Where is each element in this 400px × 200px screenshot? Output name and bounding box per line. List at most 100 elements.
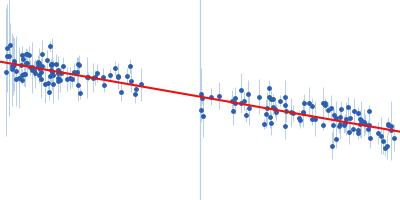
Point [26,53,32,56]
Point [342,121,349,124]
Point [55,76,62,79]
Point [85,75,92,78]
Point [366,124,372,127]
Point [49,62,56,65]
Point [358,118,364,121]
Point [45,82,51,85]
Point [388,129,395,132]
Point [238,88,244,92]
Point [350,109,357,112]
Point [282,95,288,98]
Point [48,63,54,66]
Point [198,109,204,112]
Point [282,125,289,128]
Point [216,94,222,97]
Point [245,92,251,95]
Point [238,101,244,104]
Point [23,53,29,56]
Point [66,76,73,80]
Point [10,65,16,68]
Point [36,74,42,77]
Point [73,70,80,73]
Point [382,147,388,150]
Point [64,78,70,81]
Point [38,71,44,74]
Point [308,117,315,120]
Point [11,63,17,66]
Point [35,60,41,63]
Point [92,76,99,79]
Point [55,71,62,74]
Point [337,122,343,126]
Point [69,77,75,80]
Point [320,123,326,127]
Point [331,113,337,116]
Point [246,106,252,109]
Point [71,71,78,74]
Point [21,72,27,76]
Point [263,112,269,115]
Point [127,65,133,68]
Point [300,111,306,114]
Point [330,124,336,127]
Point [378,134,384,137]
Point [341,123,347,126]
Point [338,107,344,110]
Point [36,62,42,65]
Point [75,63,82,67]
Point [346,130,352,133]
Point [199,97,205,100]
Point [27,66,34,69]
Point [388,124,394,127]
Point [375,131,382,134]
Point [264,107,270,110]
Point [31,68,38,71]
Point [100,76,106,79]
Point [19,54,25,57]
Point [385,124,392,127]
Point [24,53,30,56]
Point [300,101,307,104]
Point [48,70,55,74]
Point [133,87,139,91]
Point [347,117,354,120]
Point [19,78,26,81]
Point [355,128,362,131]
Point [297,119,303,122]
Point [18,74,25,77]
Point [367,136,373,139]
Point [355,111,362,114]
Point [47,44,53,47]
Point [53,63,59,66]
Point [273,111,279,114]
Point [357,117,363,121]
Point [13,69,20,73]
Point [268,98,274,101]
Point [107,73,114,76]
Point [90,76,96,79]
Point [283,109,290,112]
Point [390,136,397,139]
Point [57,71,64,74]
Point [18,64,24,67]
Point [272,108,278,111]
Point [322,103,328,106]
Point [229,100,235,103]
Point [7,44,13,47]
Point [277,99,283,102]
Point [9,68,15,71]
Point [6,55,12,58]
Point [320,101,326,105]
Point [322,102,329,105]
Point [39,65,46,68]
Point [361,121,367,124]
Point [57,78,64,81]
Point [328,107,334,110]
Point [198,93,204,96]
Point [4,46,10,50]
Point [75,62,82,65]
Point [296,116,302,119]
Point [9,65,15,68]
Point [329,144,336,147]
Point [75,84,82,87]
